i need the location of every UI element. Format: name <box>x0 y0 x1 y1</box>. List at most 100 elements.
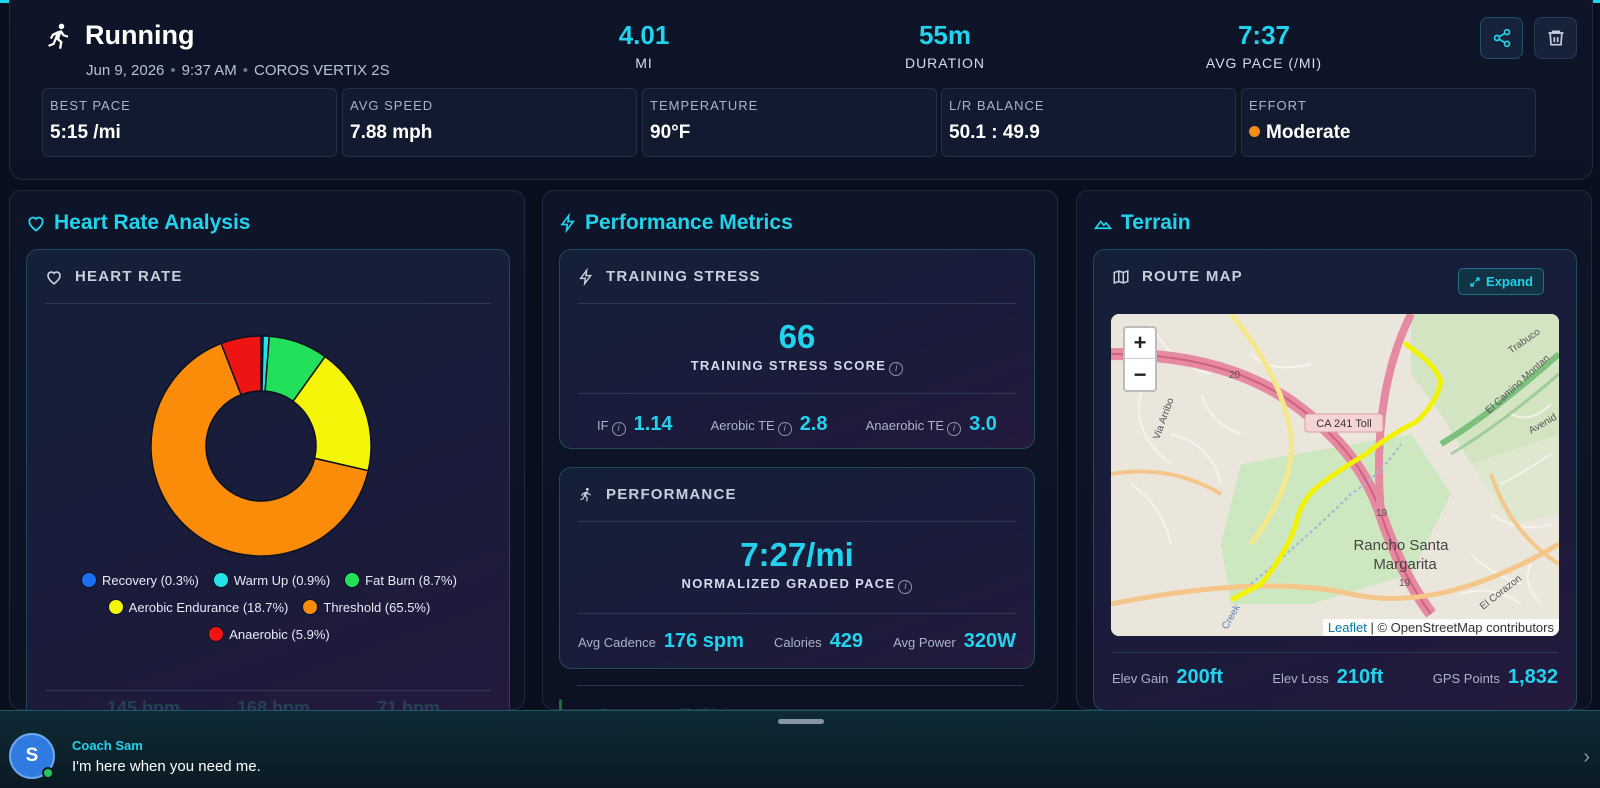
info-icon[interactable]: i <box>611 422 626 436</box>
delete-button[interactable] <box>1534 17 1577 59</box>
performance-section-title: Performance Metrics <box>559 211 793 235</box>
lightning-icon <box>560 213 575 233</box>
info-icon[interactable]: i <box>947 422 962 436</box>
heart-rate-zone-donut-chart <box>150 335 372 557</box>
stat-avg-pace: 7:37 AVG PACE (/MI) <box>1174 20 1354 71</box>
effort-text: Moderate <box>1266 122 1351 143</box>
metric-value: 176 spm <box>663 630 744 652</box>
legend-label: Warm Up (0.9%) <box>233 572 331 588</box>
terrain-metrics-row: Elev Gain 200ft Elev Loss 210ft GPS Points… <box>1112 666 1558 689</box>
info-icon[interactable]: i <box>889 362 904 376</box>
leaflet-link[interactable]: Leaflet <box>1327 620 1367 635</box>
map-label-road: 19 <box>1399 578 1411 589</box>
coach-message: I'm here when you need me. <box>72 758 261 775</box>
drag-handle[interactable] <box>778 719 824 724</box>
legend-label: Anaerobic (5.9%) <box>229 626 330 642</box>
card-divider <box>1112 652 1558 653</box>
summary-value: 5:15 /mi <box>50 122 121 143</box>
donut-slice-anaerobic[interactable] <box>220 335 262 396</box>
legend-item[interactable]: Fat Burn (8.7%) <box>344 572 457 588</box>
metric-label: Elev Loss <box>1272 671 1329 686</box>
summary-value: Moderate <box>1249 122 1528 144</box>
normalized-graded-pace-label: NORMALIZED GRADED PACE i <box>560 576 1034 594</box>
zoom-in-button[interactable]: + <box>1125 328 1155 359</box>
legend-label: Fat Burn (8.7%) <box>365 572 457 588</box>
summary-lr-balance: L/R BALANCE 50.1 : 49.9 <box>941 88 1236 157</box>
info-icon[interactable]: i <box>777 422 792 436</box>
metric-label: Calories <box>773 635 822 650</box>
map-label-town: Margarita <box>1373 556 1437 573</box>
metric-value: 429 <box>829 630 864 652</box>
metric-gps-points: GPS Points 1,832 <box>1433 666 1558 689</box>
stat-value: 7:37 <box>1237 20 1291 50</box>
summary-avg-speed: AVG SPEED 7.88 mph <box>342 88 637 157</box>
summary-label: AVG SPEED <box>350 98 434 113</box>
expand-icon <box>1470 276 1480 287</box>
summary-effort: EFFORT Moderate <box>1241 88 1536 157</box>
coach-name: Coach Sam <box>72 738 143 753</box>
legend-item[interactable]: Threshold (65.5%) <box>302 599 430 615</box>
share-icon <box>1493 28 1510 48</box>
heart-rate-section-title: Heart Rate Analysis <box>26 211 250 235</box>
performance-section: Performance Metrics TRAINING STRESS 66 T… <box>542 190 1058 729</box>
metric-aerobic-te: Aerobic TE i 2.8 <box>711 413 828 436</box>
chevron-right-icon[interactable]: › <box>1583 746 1590 768</box>
section-title-text: Terrain <box>1121 211 1191 234</box>
legend-item[interactable]: Warm Up (0.9%) <box>212 572 331 588</box>
heart-rate-card: HEART RATE Recovery (0.3%) Warm Up (0.9%… <box>26 249 510 719</box>
coach-chat-bar[interactable]: S Coach Sam I'm here when you need me. › <box>0 710 1600 788</box>
section-title-text: Heart Rate Analysis <box>54 211 251 234</box>
legend-item[interactable]: Anaerobic (5.9%) <box>208 626 330 642</box>
expand-map-button[interactable]: Expand <box>1458 268 1544 295</box>
zoom-out-button[interactable]: − <box>1133 361 1147 387</box>
map-zoom-control: + − <box>1123 326 1157 392</box>
metric-avg-power: Avg Power 320W <box>893 630 1016 653</box>
metric-value: 3.0 <box>969 413 997 435</box>
legend-swatch <box>302 599 319 615</box>
training-stress-score-value: 66 <box>778 318 816 355</box>
metric-label: Elev Gain <box>1112 671 1169 686</box>
chart-legend: Recovery (0.3%) Warm Up (0.9%) Fat Burn … <box>27 572 511 653</box>
summary-best-pace: BEST PACE 5:15 /mi <box>42 88 337 157</box>
card-title: ROUTE MAP <box>1142 268 1243 285</box>
legend-swatch <box>208 626 225 642</box>
stat-label: DURATION <box>904 55 986 71</box>
heart-icon <box>47 271 61 285</box>
metric-value: 320W <box>963 630 1016 652</box>
donut-slice-threshold[interactable] <box>150 342 370 557</box>
share-button[interactable] <box>1480 17 1523 59</box>
legend-swatch <box>344 572 361 588</box>
metric-avg-cadence: Avg Cadence 176 spm <box>578 630 744 653</box>
stat-distance: 4.01 MI <box>554 20 734 71</box>
label-text: Anaerobic TE <box>865 418 945 433</box>
map-icon <box>1113 269 1129 285</box>
card-divider <box>578 393 1016 394</box>
summary-temperature: TEMPERATURE 90°F <box>642 88 937 157</box>
info-icon[interactable]: i <box>898 580 913 594</box>
summary-value: 90°F <box>650 122 691 143</box>
map-tiles: CA 241 Toll Rancho Santa Margarita 20 19… <box>1111 314 1559 636</box>
legend-item[interactable]: Aerobic Endurance (18.7%) <box>107 599 289 615</box>
metric-if: IF i 1.14 <box>597 413 673 436</box>
heart-icon <box>28 216 44 232</box>
activity-title: Running <box>85 20 195 50</box>
metric-label: Anaerobic TE i <box>866 418 962 436</box>
stat-label: AVG PACE (/MI) <box>1205 55 1323 71</box>
card-divider <box>45 690 491 691</box>
legend-label: Aerobic Endurance (18.7%) <box>128 599 289 615</box>
activity-time: 9:37 AM <box>181 62 237 79</box>
card-header: PERFORMANCE <box>578 486 1016 522</box>
metric-label: Aerobic TE i <box>711 418 792 436</box>
legend-item[interactable]: Recovery (0.3%) <box>81 572 199 588</box>
metric-label: IF i <box>597 418 626 436</box>
label-text: NORMALIZED GRADED PACE <box>681 576 896 591</box>
summary-label: L/R BALANCE <box>949 98 1045 113</box>
attribution-text: | © OpenStreetMap contributors <box>1370 620 1555 635</box>
mountain-icon <box>1093 220 1113 230</box>
route-map[interactable]: CA 241 Toll Rancho Santa Margarita 20 19… <box>1111 314 1559 636</box>
terrain-section-title: Terrain <box>1093 211 1191 235</box>
summary-label: BEST PACE <box>50 98 131 113</box>
online-status-dot <box>42 767 54 779</box>
coach-avatar[interactable]: S <box>9 733 55 779</box>
training-metrics-row: IF i 1.14 Aerobic TE i 2.8 Anaerobic TE i 3.0 <box>578 413 1016 436</box>
